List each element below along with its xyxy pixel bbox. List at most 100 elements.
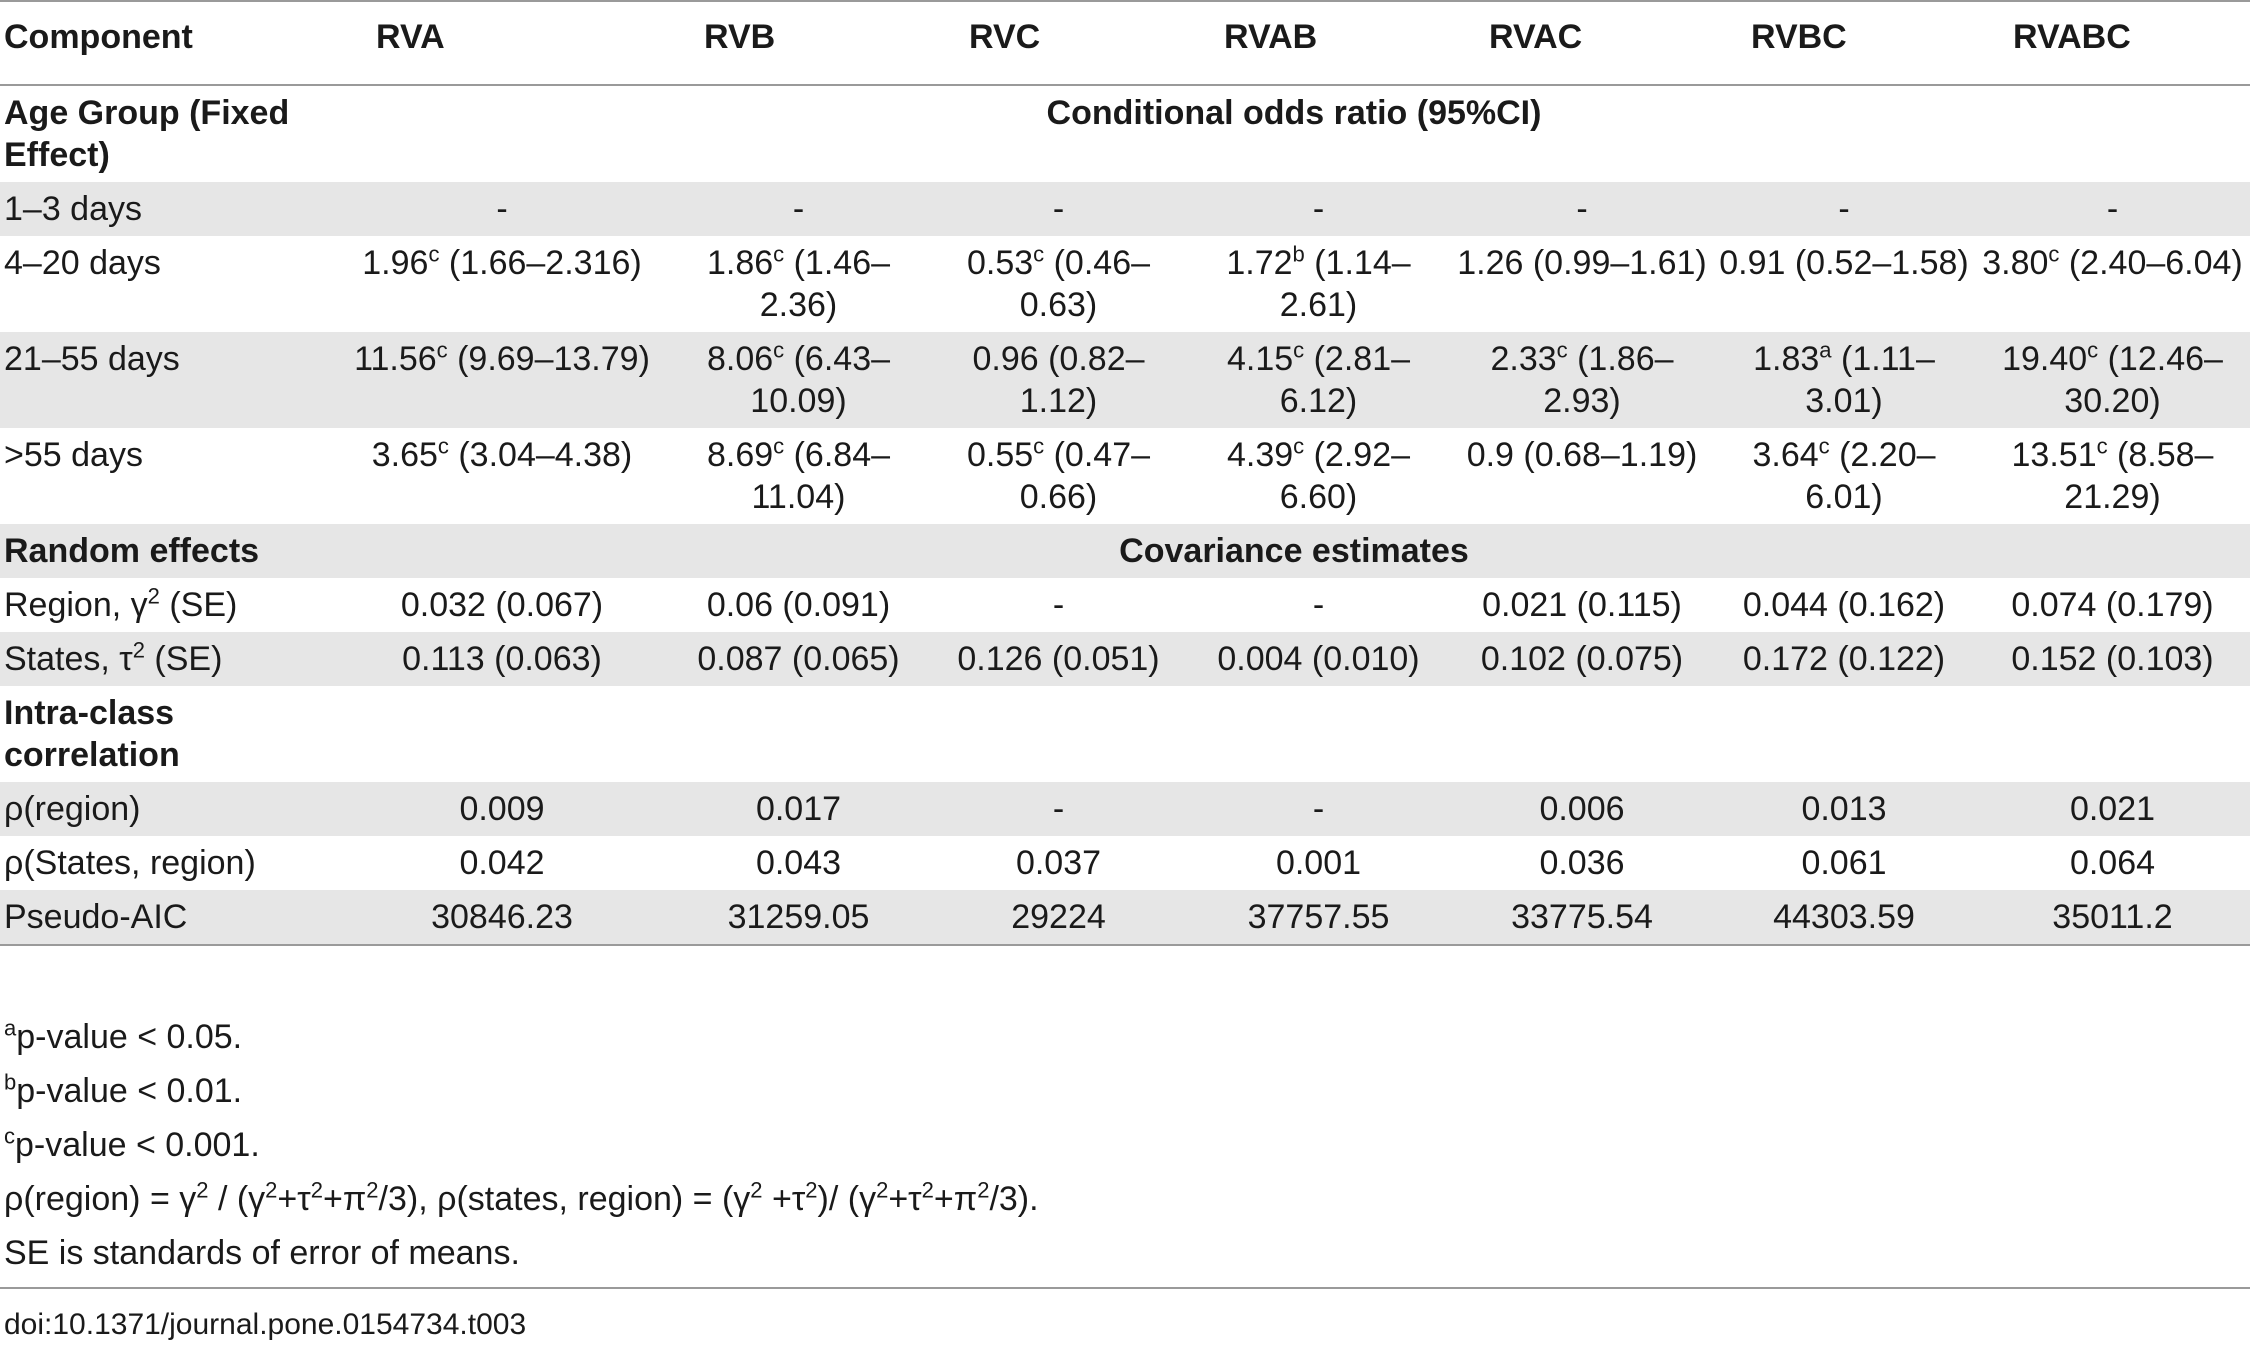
table-cell: 31259.05 [727, 898, 870, 936]
row-label: Region, γ2 (SE) [0, 578, 338, 632]
table-row: States, τ2 (SE) 0.113 (0.063) 0.087 (0.06… [0, 632, 2250, 686]
footnote-marker: c [4, 1123, 15, 1149]
col-header-rvc: RVC [969, 18, 1041, 56]
section-label-intra-class: Intra-class correlation [4, 694, 180, 774]
table-cell: 0.013 [1801, 790, 1887, 828]
cell-value: 1.96 [362, 244, 429, 282]
table-cell: 2.33c (1.86–2.93) [1451, 332, 1713, 428]
cell-ci: (1.11–3.01) [1805, 340, 1935, 420]
table-cell: 44303.59 [1773, 898, 1915, 936]
col-header-rvac: RVAC [1489, 18, 1583, 56]
significance-marker: c [773, 241, 785, 267]
cell-value: 0.55 [966, 436, 1034, 474]
formula-sup: 2 [196, 1177, 209, 1203]
cell-value: - [1312, 190, 1325, 228]
row-label-sup: 2 [147, 583, 160, 609]
significance-marker: c [1818, 433, 1830, 459]
table-cell: 0.006 [1539, 790, 1625, 828]
cell-value: 3.80 [1982, 244, 2049, 282]
cell-value: 13.51 [2011, 436, 2097, 474]
formula-part: +τ [277, 1180, 311, 1218]
footnote-text: p-value < 0.01. [16, 1072, 243, 1110]
cell-ci: (9.69–13.79) [447, 340, 650, 378]
table-cell: 0.172 (0.122) [1742, 640, 1946, 678]
row-label-text: Region, γ [4, 586, 148, 624]
cell-value: 0.96 (0.82–1.12) [972, 340, 1145, 420]
cell-value: 11.56 [354, 340, 437, 378]
cell-value: 3.65 [371, 436, 438, 474]
table-cell: 3.80c (2.40–6.04) [1975, 236, 2250, 332]
cell-ci: (6.84–11.04) [751, 436, 891, 516]
cell-value: 1.26 (0.99–1.61) [1457, 244, 1707, 282]
cell-ci: (6.43–10.09) [750, 340, 891, 420]
table-cell: 0.032 (0.067) [400, 586, 604, 624]
row-label: ρ(States, region) [4, 844, 256, 882]
significance-marker: c [428, 241, 440, 267]
significance-marker: a [1819, 337, 1832, 363]
formula-sup: 2 [876, 1177, 889, 1203]
table-cell: 0.037 [1015, 844, 1102, 882]
header-row: Component RVA RVB RVC RVAB RVAC RVBC RVA… [0, 1, 2250, 85]
table-cell: 0.021 [2069, 790, 2156, 828]
table-cell: 0.53c (0.46–0.63) [931, 236, 1186, 332]
table-cell: 1.83a (1.11–3.01) [1713, 332, 1975, 428]
footnote-c: cp-value < 0.001. [4, 1118, 1039, 1172]
section-label-age-group: Age Group (Fixed Effect) [4, 94, 290, 174]
significance-marker: c [1556, 337, 1568, 363]
significance-marker: c [1033, 433, 1045, 459]
table-cell: 0.004 (0.010) [1217, 640, 1420, 678]
cell-ci: (0.47–0.66) [1019, 436, 1151, 516]
table-cell: 0.9 (0.68–1.19) [1451, 428, 1713, 524]
cell-value: 8.06 [706, 340, 774, 378]
row-label: >55 days [4, 436, 143, 474]
table-cell: 3.65c (3.04–4.38) [338, 428, 666, 524]
significance-marker: c [1293, 337, 1305, 363]
cell-ci: (1.46–2.36) [759, 244, 891, 324]
table-cell: 37757.55 [1247, 898, 1390, 936]
table-cell: 0.017 [755, 790, 842, 828]
table-cell: - [1052, 790, 1065, 828]
cell-ci: (8.58–21.29) [2064, 436, 2214, 516]
footnote-b: bp-value < 0.01. [4, 1064, 1039, 1118]
table-cell: 0.113 (0.063) [402, 640, 602, 678]
significance-marker: c [1293, 433, 1305, 459]
cell-value: - [2106, 190, 2119, 228]
formula-sup: 2 [750, 1177, 763, 1203]
table-cell: - [1312, 586, 1325, 624]
table-container: Component RVA RVB RVC RVAB RVAC RVBC RVA… [0, 1, 2250, 945]
row-label: 21–55 days [4, 340, 180, 378]
section-row-fixed-effect: Age Group (Fixed Effect) Conditional odd… [0, 85, 2250, 182]
col-header-component: Component [4, 18, 193, 56]
footnote-formula: ρ(region) = γ2 / (γ2+τ2+π2/3), ρ(states,… [4, 1172, 1039, 1226]
table-cell: 0.021 (0.115) [1482, 586, 1682, 624]
significance-marker: c [1033, 241, 1045, 267]
table-cell: 0.074 (0.179) [2011, 586, 2214, 624]
table-cell: 35011.2 [2052, 898, 2173, 936]
formula-part: +π [322, 1180, 367, 1218]
formula-part: )/ (γ [817, 1180, 877, 1218]
table-row: ρ(States, region) 0.042 0.043 0.037 0.001 0.… [0, 836, 2250, 890]
cell-value: 1.72 [1226, 244, 1293, 282]
table-cell: 0.061 [1801, 844, 1887, 882]
table-cell: 1.86c (1.46–2.36) [666, 236, 931, 332]
table-cell: 33775.54 [1511, 898, 1653, 936]
footnote-se: SE is standards of error of means. [4, 1234, 520, 1272]
row-label-suffix: (SE) [144, 640, 223, 678]
table-cell: 4.39c (2.92–6.60) [1186, 428, 1451, 524]
doi-text[interactable]: doi:10.1371/journal.pone.0154734.t003 [4, 1308, 527, 1341]
formula-part: +τ [888, 1180, 922, 1218]
footnotes: ap-value < 0.05. bp-value < 0.01. cp-val… [4, 1010, 1039, 1280]
table-cell: 0.152 (0.103) [2011, 640, 2214, 678]
table-cell: 3.64c (2.20–6.01) [1713, 428, 1975, 524]
row-label: States, τ2 (SE) [0, 632, 338, 686]
table-cell: 1.96c (1.66–2.316) [338, 236, 666, 332]
significance-marker: c [2096, 433, 2108, 459]
cell-value: 0.9 (0.68–1.19) [1466, 436, 1698, 474]
cell-value: 8.69 [706, 436, 774, 474]
table-cell: 29224 [1011, 898, 1106, 936]
footnote-text: p-value < 0.001. [15, 1126, 260, 1164]
table-cell: 0.06 (0.091) [706, 586, 891, 624]
table-cell: 0.91 (0.52–1.58) [1713, 236, 1975, 332]
table-cell: - [338, 182, 666, 236]
row-label: 4–20 days [4, 244, 161, 282]
